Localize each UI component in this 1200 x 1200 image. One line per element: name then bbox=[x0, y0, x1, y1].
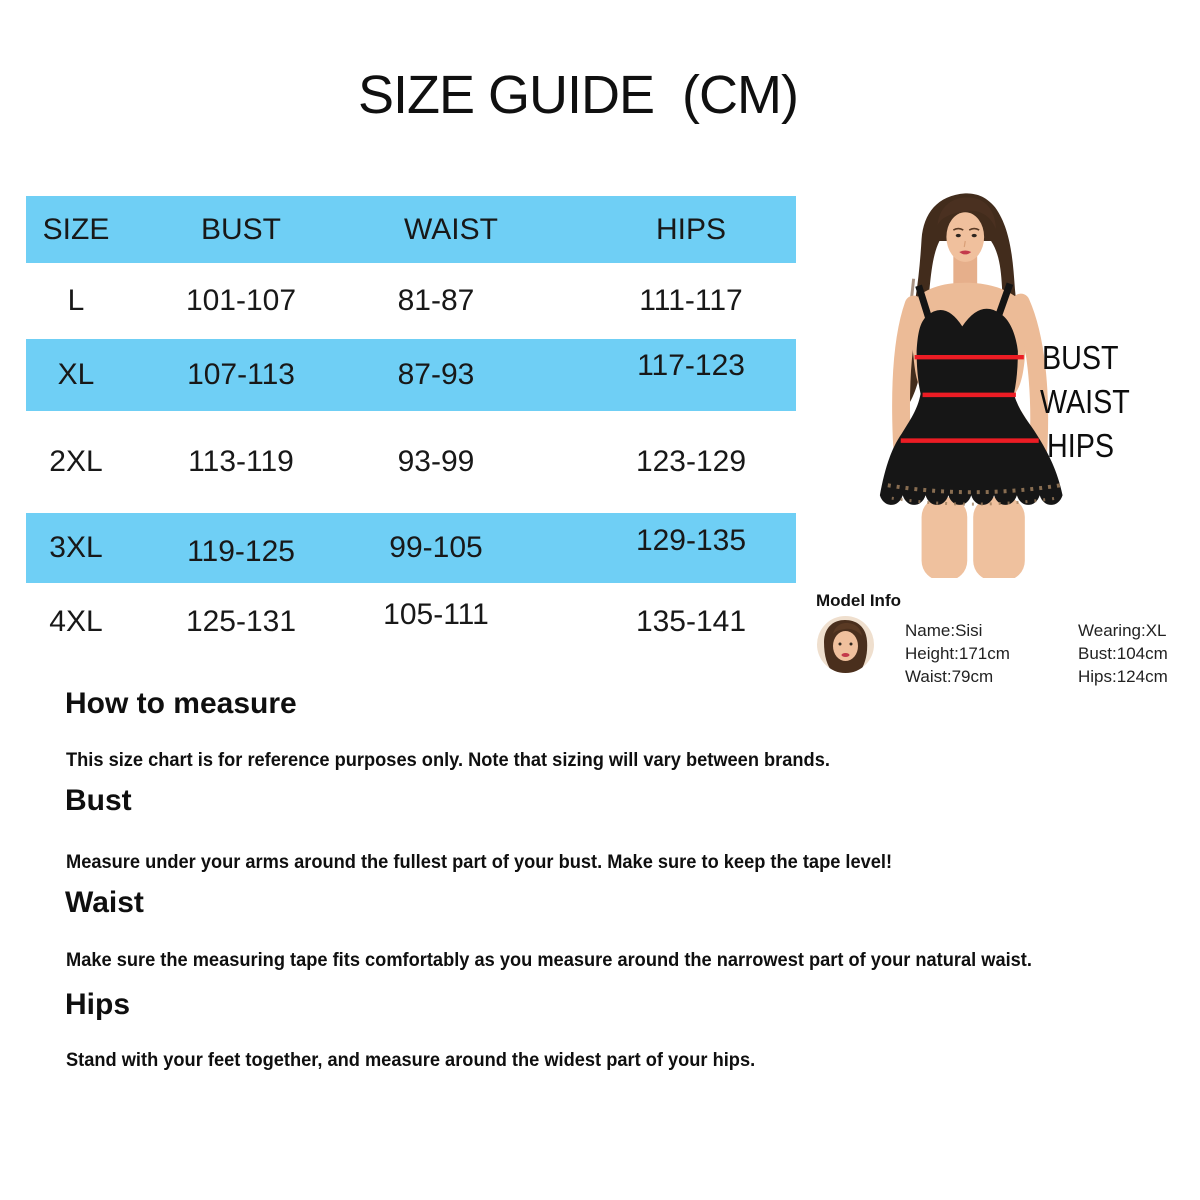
leg-right bbox=[973, 497, 1025, 581]
waist-label: WAIST bbox=[1040, 383, 1130, 420]
hips-label: HIPS bbox=[1047, 427, 1115, 464]
bust-section-text: Measure under your arms around the fulle… bbox=[66, 852, 893, 873]
cell-bust: 101-107 bbox=[185, 284, 297, 317]
cell-size: L bbox=[67, 284, 85, 317]
cell-hips: 117-123 bbox=[637, 349, 745, 382]
strap-left bbox=[915, 284, 932, 319]
model-name: Name:Sisi bbox=[905, 621, 983, 640]
hair bbox=[893, 193, 1017, 418]
table-row: XL 107-113 87-93 117-123 bbox=[26, 339, 796, 411]
waist-section-text: Make sure the measuring tape fits comfor… bbox=[66, 950, 1032, 971]
table-header-row: SIZE BUST WAIST HIPS bbox=[26, 196, 796, 263]
page-title: SIZE GUIDE (CM) bbox=[358, 65, 799, 125]
size-table: SIZE BUST WAIST HIPS L 101-107 81-87 111… bbox=[26, 196, 796, 660]
how-to-measure-heading: How to measure bbox=[65, 687, 297, 720]
model-bust: Bust:104cm bbox=[1078, 644, 1168, 663]
hair-front bbox=[937, 197, 997, 230]
header-bust: BUST bbox=[200, 212, 281, 246]
cell-size: XL bbox=[57, 358, 95, 391]
cell-bust: 119-125 bbox=[187, 535, 295, 568]
leg-left bbox=[921, 497, 968, 581]
cell-bust: 125-131 bbox=[185, 604, 297, 638]
cell-waist: 99-105 bbox=[389, 531, 483, 564]
avatar-face bbox=[833, 631, 858, 661]
model-illustration bbox=[879, 193, 1063, 581]
cell-waist: 105-111 bbox=[383, 597, 489, 631]
lace-band bbox=[887, 483, 1061, 495]
model-wearing: Wearing:XL bbox=[1078, 621, 1167, 640]
cell-hips: 129-135 bbox=[635, 524, 747, 557]
avatar bbox=[817, 616, 874, 673]
lace-band bbox=[891, 496, 1057, 506]
cell-size: 4XL bbox=[49, 604, 103, 638]
model-waist: Waist:79cm bbox=[905, 667, 994, 686]
bust-label: BUST bbox=[1042, 339, 1119, 376]
table-row: 4XL 125-131 105-111 135-141 bbox=[26, 583, 796, 660]
hips-section-text: Stand with your feet together, and measu… bbox=[66, 1050, 756, 1071]
cell-hips: 123-129 bbox=[635, 445, 747, 478]
cell-bust: 113-119 bbox=[188, 445, 294, 478]
cell-waist: 87-93 bbox=[397, 358, 475, 391]
model-info-heading: Model Info bbox=[816, 591, 901, 610]
cell-size: 2XL bbox=[49, 445, 103, 478]
model-height: Height:171cm bbox=[905, 644, 1010, 663]
model-photo bbox=[862, 188, 1140, 581]
waist-section-heading: Waist bbox=[65, 886, 144, 919]
face bbox=[946, 212, 985, 262]
bust-section-heading: Bust bbox=[65, 784, 132, 817]
model-info-left-column: Name:Sisi Height:171cm Waist:79cm bbox=[905, 619, 1010, 688]
table-row: 3XL 119-125 99-105 129-135 bbox=[26, 513, 796, 583]
cell-hips: 135-141 bbox=[635, 604, 747, 638]
cell-bust: 107-113 bbox=[187, 358, 295, 391]
lips bbox=[959, 250, 972, 255]
cell-waist: 93-99 bbox=[397, 445, 475, 478]
strap-right bbox=[995, 282, 1014, 316]
how-to-measure-intro: This size chart is for reference purpose… bbox=[66, 750, 830, 771]
hips-section-heading: Hips bbox=[65, 988, 131, 1021]
header-hips: HIPS bbox=[655, 212, 727, 246]
cell-waist: 81-87 bbox=[397, 284, 475, 317]
model-hips: Hips:124cm bbox=[1078, 667, 1168, 686]
header-waist: WAIST bbox=[404, 212, 498, 246]
model-info-right-column: Wearing:XL Bust:104cm Hips:124cm bbox=[1078, 619, 1168, 688]
table-row: 2XL 113-119 93-99 123-129 bbox=[26, 411, 796, 513]
cell-size: 3XL bbox=[49, 531, 103, 564]
header-size: SIZE bbox=[42, 212, 110, 246]
table-row: L 101-107 81-87 111-117 bbox=[26, 263, 796, 339]
cell-hips: 111-117 bbox=[639, 284, 743, 317]
